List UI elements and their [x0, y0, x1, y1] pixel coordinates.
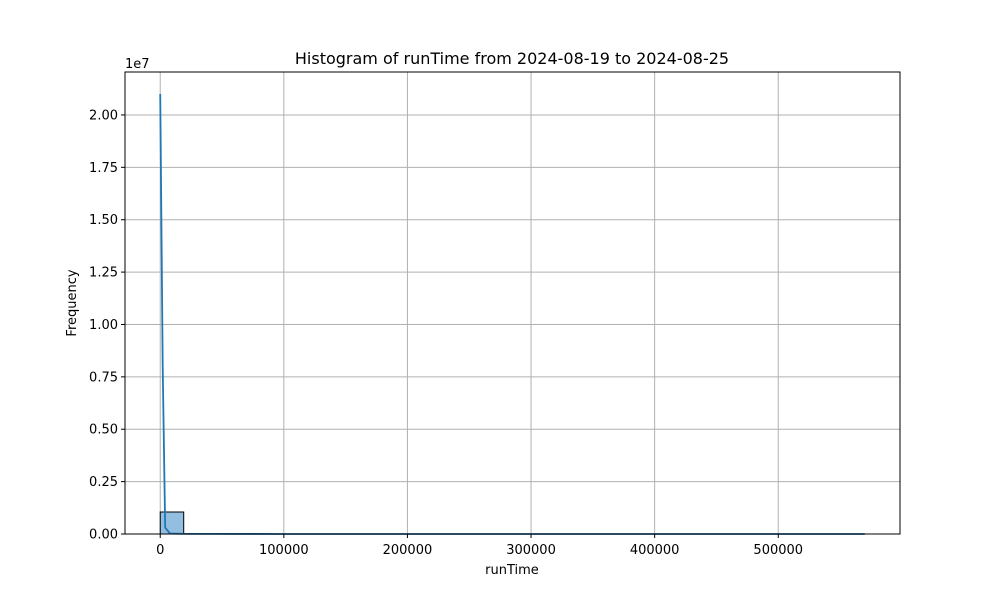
- y-tick-label: 0.00: [89, 528, 118, 543]
- histogram-bars: [159, 511, 185, 535]
- x-tick-label: 500000: [753, 543, 803, 558]
- y-axis-ticks: 0.00 0.25 0.50 0.75 1.00 1.25 1.50 1.75 2.00: [89, 108, 125, 543]
- grid-lines: [125, 72, 900, 535]
- histogram-bar: [159, 511, 185, 535]
- y-tick-label: 2.00: [89, 108, 118, 123]
- y-tick-label: 1.00: [89, 318, 118, 333]
- y-tick-label: 1.75: [89, 161, 118, 176]
- x-tick-label: 100000: [259, 543, 309, 558]
- chart-title: Histogram of runTime from 2024-08-19 to …: [295, 49, 729, 68]
- y-tick-label: 1.50: [89, 213, 118, 228]
- x-tick-label: 200000: [383, 543, 433, 558]
- y-tick-label: 1.25: [89, 266, 118, 281]
- y-tick-label: 0.50: [89, 423, 118, 438]
- y-offset-label: 1e7: [125, 57, 150, 72]
- y-tick-label: 0.75: [89, 370, 118, 385]
- x-tick-label: 300000: [506, 543, 556, 558]
- x-axis-ticks: 0 100000 200000 300000 400000 500000: [156, 534, 803, 558]
- x-axis-label: runTime: [485, 563, 539, 578]
- y-tick-label: 0.25: [89, 475, 118, 490]
- x-tick-label: 400000: [630, 543, 680, 558]
- plot-frame: [124, 71, 901, 535]
- y-axis-label: Frequency: [65, 269, 80, 336]
- x-tick-label: 0: [156, 543, 164, 558]
